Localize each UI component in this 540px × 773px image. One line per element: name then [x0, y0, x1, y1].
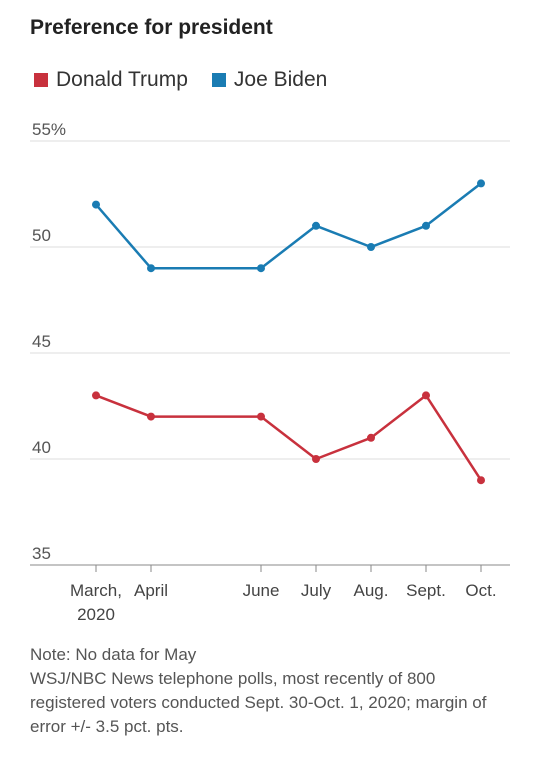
data-point-trump	[147, 412, 155, 421]
legend-swatch-biden	[211, 73, 226, 87]
data-point-trump	[422, 391, 430, 400]
series-line-trump	[95, 394, 483, 481]
data-point-trump	[312, 455, 320, 463]
data-point-biden	[422, 221, 430, 230]
line-chart: 55% 50 45 40 35 March, 2020 April June July Aug. Se…	[30, 120, 510, 624]
data-point-biden	[92, 200, 100, 209]
y-tick-label: 50	[32, 226, 51, 245]
data-point-trump	[257, 412, 265, 421]
data-point-biden	[257, 264, 265, 273]
data-point-biden	[147, 264, 155, 273]
chart-notes: Note: No data for May WSJ/NBC News telep…	[30, 643, 500, 739]
x-tick-label: Sept.	[406, 581, 446, 600]
legend-swatch-trump	[34, 73, 48, 87]
chart-title: Preference for president	[30, 16, 273, 39]
data-point-biden	[312, 221, 320, 230]
legend-label-trump: Donald Trump	[56, 68, 188, 91]
x-tick-label: June	[243, 581, 280, 600]
y-tick-label: 40	[32, 438, 51, 457]
legend-item-trump: Donald Trump	[34, 68, 188, 92]
data-point-biden	[367, 243, 375, 251]
x-tick-label: March,	[70, 581, 122, 600]
note-text: Note: No data for May	[30, 645, 197, 664]
x-tick-label: Aug.	[354, 581, 389, 600]
data-point-trump	[477, 476, 485, 485]
data-point-trump	[92, 391, 100, 400]
chart-legend: Donald Trump Joe Biden	[34, 68, 351, 92]
x-tick-label: April	[134, 581, 168, 600]
data-point-trump	[367, 433, 375, 442]
y-tick-label: 35	[32, 544, 51, 563]
y-tick-label: 45	[32, 332, 51, 351]
legend-item-biden: Joe Biden	[211, 68, 328, 92]
x-tick-label: July	[301, 581, 332, 600]
x-tick-label: Oct.	[465, 581, 496, 600]
data-point-biden	[477, 179, 485, 188]
source-text: WSJ/NBC News telephone polls, most recen…	[30, 669, 487, 736]
legend-label-biden: Joe Biden	[233, 68, 328, 91]
y-tick-label: 55%	[32, 120, 66, 139]
x-tick-label: 2020	[77, 605, 115, 624]
